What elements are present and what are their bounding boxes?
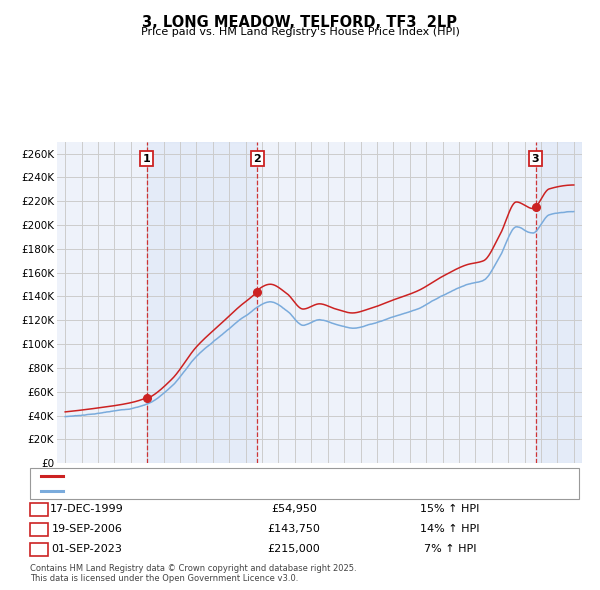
Text: 17-DEC-1999: 17-DEC-1999: [50, 504, 124, 514]
Text: 19-SEP-2006: 19-SEP-2006: [52, 525, 122, 534]
Text: 1: 1: [143, 153, 151, 163]
Text: Contains HM Land Registry data © Crown copyright and database right 2025.
This d: Contains HM Land Registry data © Crown c…: [30, 563, 356, 583]
Text: 3: 3: [35, 545, 43, 554]
Bar: [536, 142, 582, 463]
Text: £143,750: £143,750: [268, 525, 320, 534]
Text: 01-SEP-2023: 01-SEP-2023: [52, 545, 122, 554]
Text: HPI: Average price, semi-detached house,  Telford and Wrekin: HPI: Average price, semi-detached house,…: [67, 486, 375, 496]
Text: 14% ↑ HPI: 14% ↑ HPI: [420, 525, 480, 534]
Text: £215,000: £215,000: [268, 545, 320, 554]
Text: Price paid vs. HM Land Registry's House Price Index (HPI): Price paid vs. HM Land Registry's House …: [140, 27, 460, 37]
Bar: [146, 142, 257, 463]
Text: £54,950: £54,950: [271, 504, 317, 514]
Text: 1: 1: [35, 504, 43, 514]
Text: 15% ↑ HPI: 15% ↑ HPI: [421, 504, 479, 514]
Text: 3: 3: [532, 153, 539, 163]
Text: 3, LONG MEADOW, TELFORD, TF3 2LP (semi-detached house): 3, LONG MEADOW, TELFORD, TF3 2LP (semi-d…: [67, 471, 374, 481]
Text: 2: 2: [35, 525, 43, 534]
Text: 7% ↑ HPI: 7% ↑ HPI: [424, 545, 476, 554]
Text: 3, LONG MEADOW, TELFORD, TF3  2LP: 3, LONG MEADOW, TELFORD, TF3 2LP: [143, 15, 458, 30]
Text: 2: 2: [254, 153, 262, 163]
